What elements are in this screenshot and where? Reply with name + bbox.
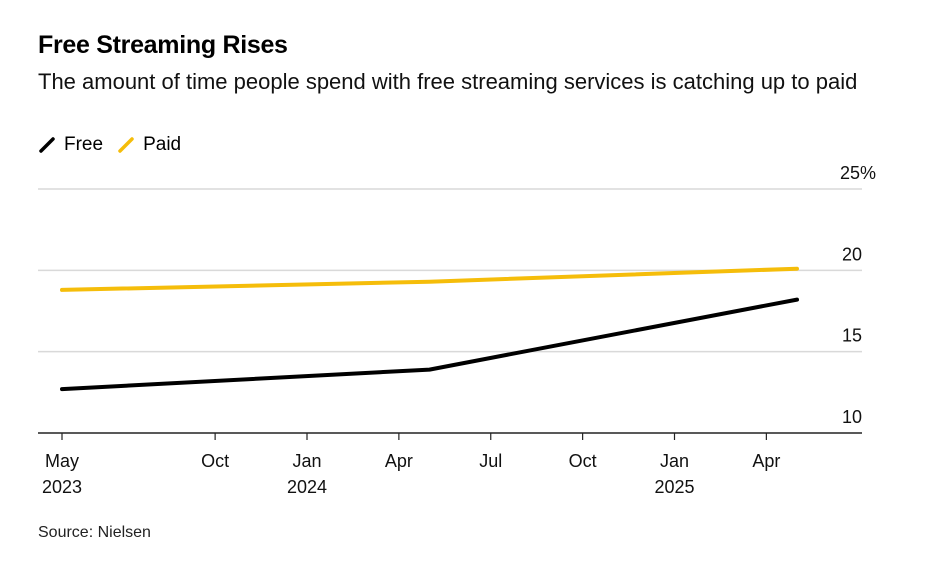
legend-item-paid: Paid <box>117 134 181 156</box>
x-tick-year-2025: 2025 <box>654 477 694 497</box>
series-line-paid <box>60 266 799 292</box>
x-tick-label-oct: Oct <box>201 451 229 471</box>
x-tick-year-2023: 2023 <box>42 477 82 497</box>
source-note: Source: Nielsen <box>38 524 151 541</box>
x-tick-label-jan: Jan <box>660 451 689 471</box>
y-tick-label-15: 15 <box>842 326 862 346</box>
x-axis: May 2023 Oct Jan 2024 Apr Jul Oct Jan 2025 Apr <box>38 432 862 497</box>
chart-subtitle: The amount of time people spend with fre… <box>38 69 858 94</box>
legend-label-free: Free <box>64 134 104 155</box>
y-tick-label-25: 25% <box>840 163 876 183</box>
x-tick-label-jan: Jan <box>292 451 321 471</box>
y-axis-labels: 25% 20 15 10 <box>840 163 876 427</box>
chart-title: Free Streaming Rises <box>38 31 288 59</box>
x-tick-label-apr: Apr <box>385 451 413 471</box>
y-tick-label-10: 10 <box>842 407 862 427</box>
x-tick-label-jul: Jul <box>479 451 502 471</box>
legend-label-paid: Paid <box>143 134 182 155</box>
x-tick-year-2024: 2024 <box>287 477 327 497</box>
x-tick-label-may: May <box>45 451 79 471</box>
legend-swatch-free-icon <box>39 137 55 153</box>
y-tick-label-20: 20 <box>842 244 862 264</box>
x-tick-label-oct: Oct <box>569 451 597 471</box>
series-lines <box>60 266 799 392</box>
x-tick-label-apr: Apr <box>752 451 780 471</box>
legend-swatch-paid-icon <box>118 137 134 153</box>
legend: Free Paid <box>38 134 195 156</box>
legend-item-free: Free <box>38 134 103 156</box>
series-line-free <box>60 297 799 392</box>
